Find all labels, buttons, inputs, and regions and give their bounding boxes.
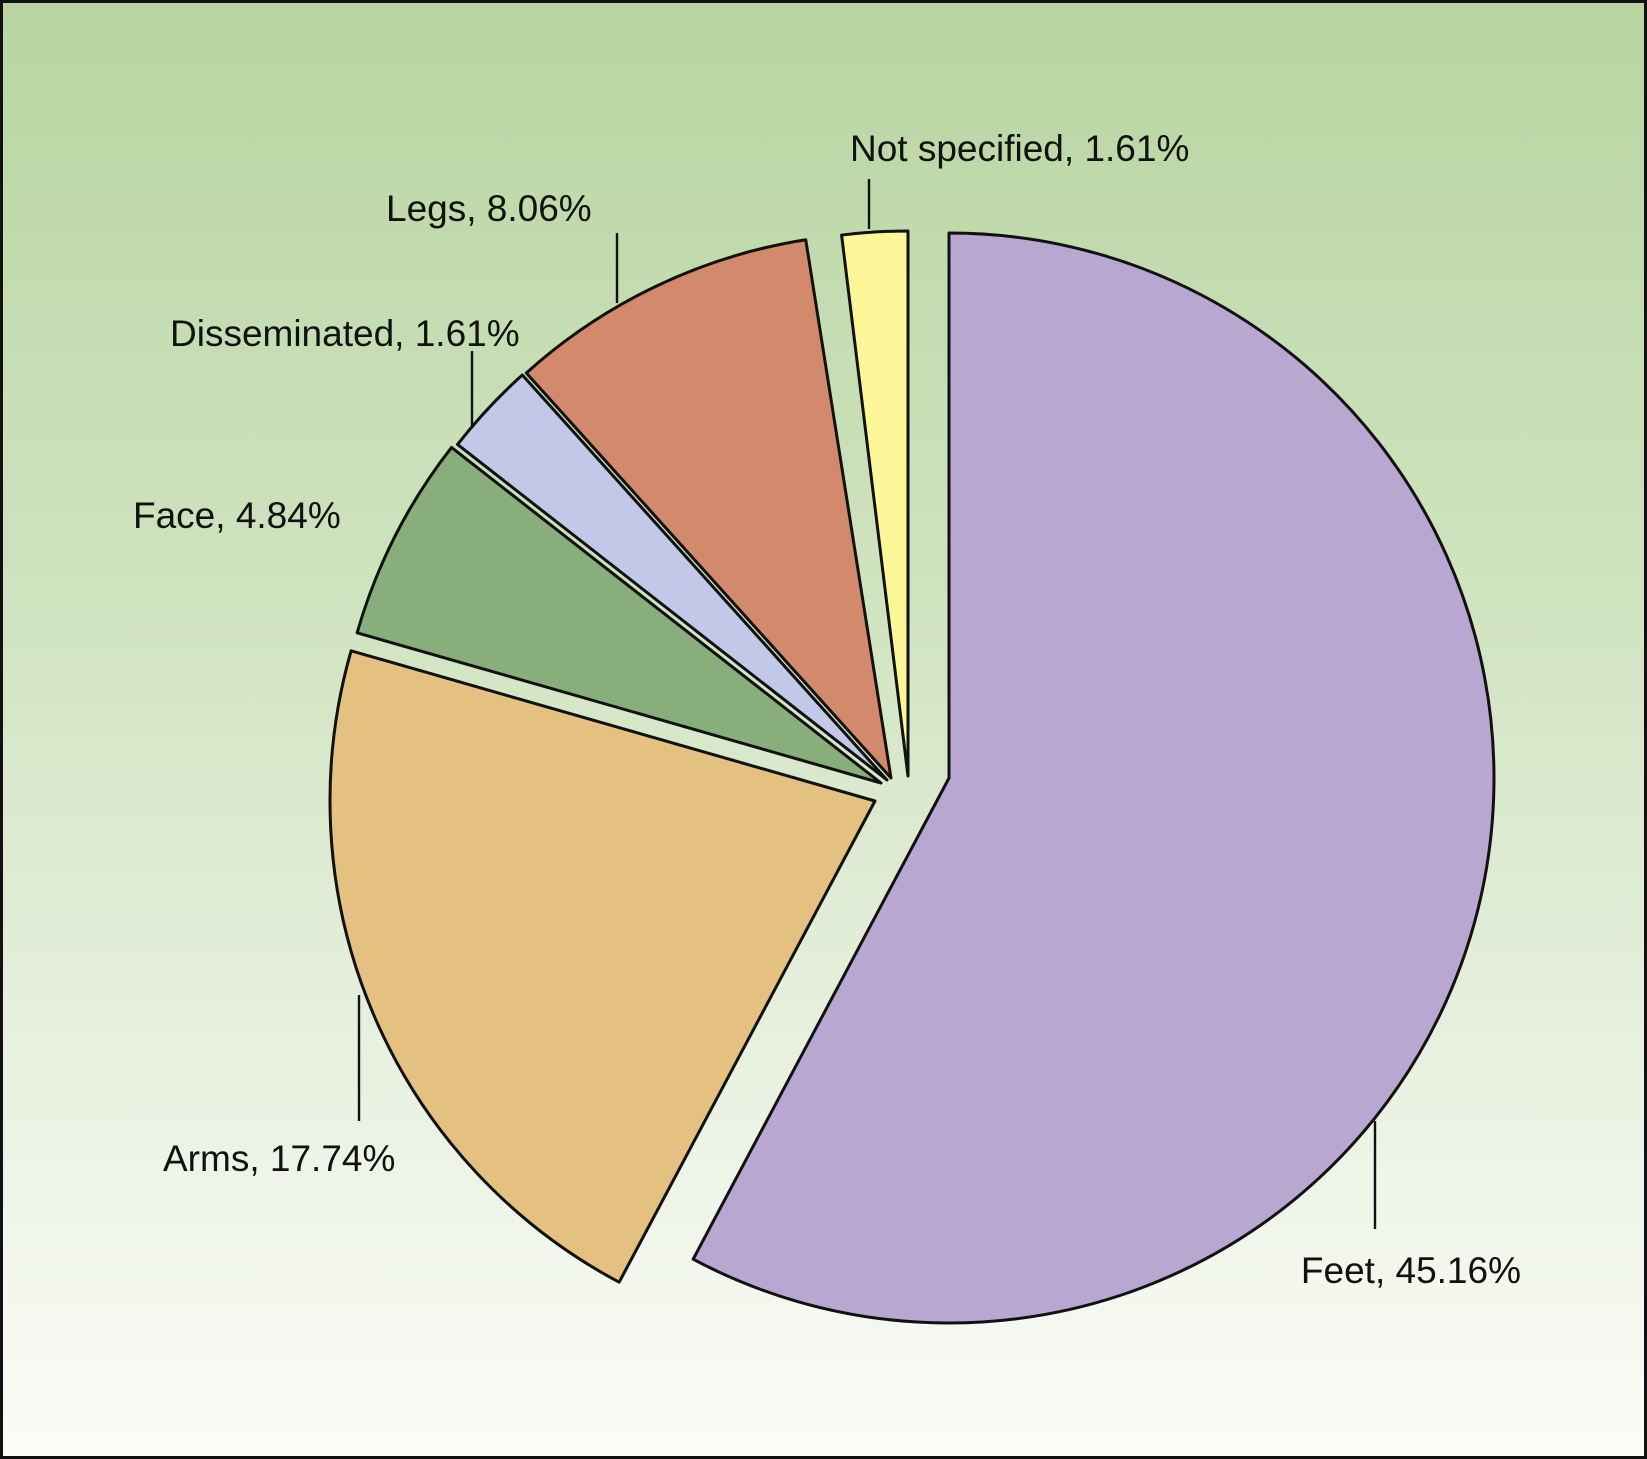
- slice-label-arms: Arms, 17.74%: [163, 1138, 395, 1179]
- slice-label-legs: Legs, 8.06%: [386, 188, 592, 229]
- slice-label-face: Face, 4.84%: [133, 495, 341, 536]
- pie-slice-not-specified: [840, 229, 910, 778]
- pie-slice-face: [355, 445, 883, 785]
- pie-slice-arms: [328, 649, 877, 1284]
- leader-lines: [357, 179, 1377, 1229]
- slice-label-not-specified: Not specified, 1.61%: [850, 128, 1189, 169]
- pie-slice-legs: [524, 238, 893, 780]
- pie-slice-disseminated: [456, 373, 889, 782]
- slice-label-feet: Feet, 45.16%: [1301, 1250, 1521, 1291]
- pie-slice-feet: [691, 231, 1496, 1325]
- slices-layer: [328, 229, 1496, 1325]
- slice-label-disseminated: Disseminated, 1.61%: [170, 313, 520, 354]
- pie-chart: Feet, 45.16% Arms, 17.74% Face, 4.84% Disse…: [133, 128, 1521, 1325]
- labels-layer: Feet, 45.16% Arms, 17.74% Face, 4.84% Disse…: [133, 128, 1521, 1291]
